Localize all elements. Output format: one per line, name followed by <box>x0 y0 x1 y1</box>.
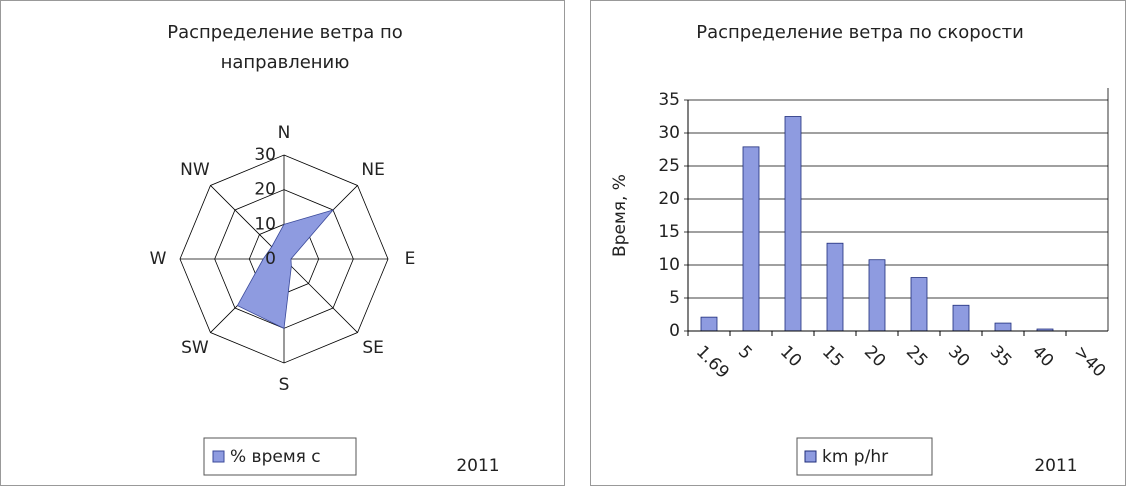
y-tick-label: 35 <box>658 90 680 110</box>
y-tick-label: 10 <box>658 255 680 275</box>
bar <box>910 277 928 332</box>
annotation: 2011 <box>456 456 499 476</box>
radar-chart: N NE E SE S SW W NW % время с 0 10 20 30 2011 <box>0 0 565 486</box>
bar <box>742 146 760 332</box>
category-label: W <box>150 249 167 269</box>
x-tick-label: 20 <box>860 342 889 371</box>
legend-label: km p/hr <box>822 447 888 467</box>
legend-swatch <box>212 450 225 463</box>
x-tick-label: 35 <box>986 342 1015 371</box>
y-tick-label: 25 <box>658 156 680 176</box>
y-axis-label: Время, % <box>610 174 630 257</box>
y-tick-label: 5 <box>669 288 680 308</box>
r-tick-label: 10 <box>254 214 276 234</box>
legend-box <box>203 437 357 476</box>
legend-label: % время с <box>230 447 321 467</box>
bar <box>826 242 844 332</box>
radar-area <box>236 209 335 329</box>
spoke <box>283 258 358 333</box>
r-tick-label: 0 <box>265 249 276 269</box>
category-label: SW <box>181 338 209 358</box>
r-tick-label: 20 <box>254 180 276 200</box>
x-tick-label: 1.69 <box>692 342 733 383</box>
y-tick-label: 15 <box>658 222 680 242</box>
x-tick-label: 5 <box>734 342 756 364</box>
annotation: 2011 <box>1034 456 1077 476</box>
bar <box>952 304 970 332</box>
x-tick-label: 10 <box>776 342 805 371</box>
x-tick-label: 30 <box>944 342 973 371</box>
panel-border <box>590 0 1126 486</box>
legend-box <box>796 437 933 476</box>
bar <box>994 322 1012 332</box>
category-label: NE <box>361 160 384 180</box>
category-label: NW <box>180 160 210 180</box>
bar <box>868 259 886 332</box>
x-tick-label: 15 <box>818 342 847 371</box>
x-tick-label: >40 <box>1070 342 1110 382</box>
category-label: S <box>279 375 290 395</box>
category-label: N <box>278 123 291 143</box>
y-tick-label: 20 <box>658 189 680 209</box>
category-label: SE <box>362 338 384 358</box>
y-tick-label: 0 <box>669 321 680 341</box>
r-tick-label: 30 <box>254 145 276 165</box>
x-tick-label: 25 <box>902 342 931 371</box>
bar <box>784 116 802 332</box>
legend-swatch <box>804 450 817 463</box>
bar <box>700 316 718 332</box>
chart-title: Распределение ветра по скорости <box>696 22 1024 43</box>
chart-title: Распределение ветра по направлению <box>167 22 403 73</box>
x-tick-label: 40 <box>1028 342 1057 371</box>
y-tick-label: 30 <box>658 123 680 143</box>
category-label: E <box>405 249 416 269</box>
